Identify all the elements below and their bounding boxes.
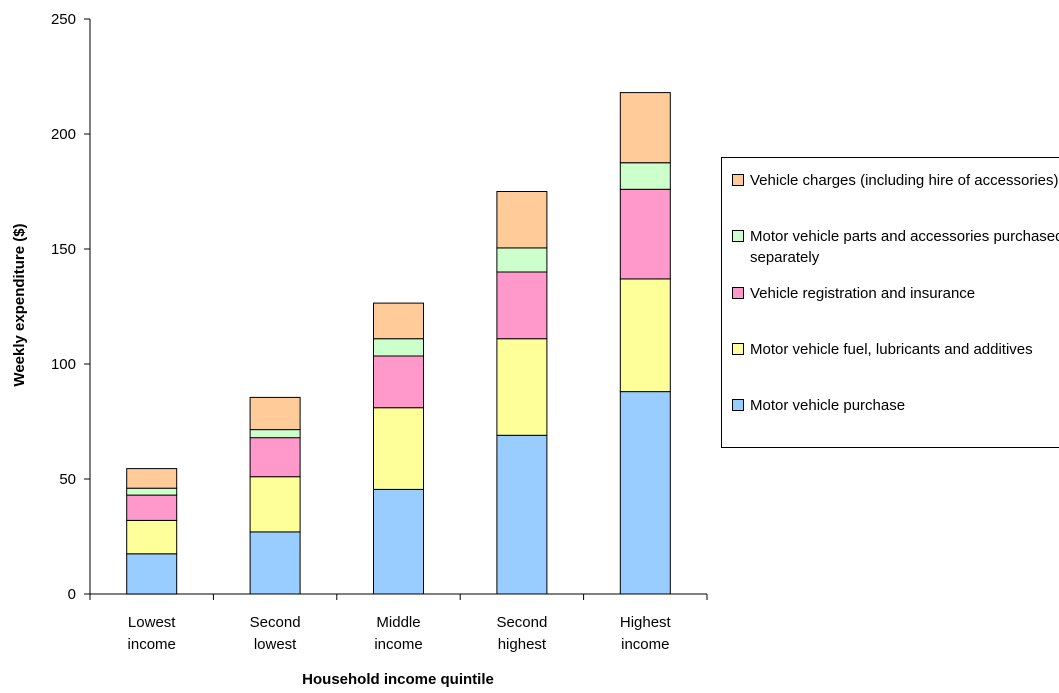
bar-segment-1-0: [249, 531, 301, 595]
bar-segment-2-1: [373, 407, 424, 490]
y-tick-label: 200: [51, 126, 76, 143]
bar-segment-4-1: [619, 278, 671, 393]
legend-swatch: [732, 230, 744, 242]
bar-segment-1-4: [249, 396, 301, 431]
bar-segment-3-3: [496, 247, 548, 273]
y-tick-label: 250: [51, 11, 76, 28]
y-tick-label: 150: [51, 241, 76, 258]
x-category-label: highest: [498, 636, 547, 653]
bar-segment-2-2: [373, 355, 424, 409]
bar-segment-4-0: [619, 391, 671, 595]
x-axis-title: Household income quintile: [302, 671, 494, 688]
bar-segment-1-3: [249, 429, 301, 439]
legend-item-parts-accessories: Motor vehicle parts and accessories purc…: [732, 226, 1059, 268]
bar-segment-0-4: [126, 468, 178, 489]
legend-label: Vehicle registration and insurance: [750, 285, 976, 302]
legend-item-fuel: Motor vehicle fuel, lubricants and addit…: [732, 339, 1059, 360]
legend-swatch: [732, 174, 744, 186]
bar-segment-3-4: [496, 191, 548, 249]
bar-segment-2-4: [373, 302, 424, 340]
x-category-label: Second: [250, 614, 301, 631]
legend-item-registration-insurance: Vehicle registration and insurance: [732, 283, 1059, 304]
legend-label: Vehicle charges (including hire of acces…: [750, 172, 1059, 189]
legend: Vehicle charges (including hire of acces…: [721, 157, 1059, 448]
bar-segment-4-3: [619, 162, 671, 190]
x-category-label: income: [621, 636, 669, 653]
x-category-label: lowest: [254, 636, 297, 653]
bar-segment-0-3: [126, 487, 178, 496]
bar-segment-4-4: [619, 92, 671, 164]
axes-group: 0 50 100 150 200 250 Lowest income Second lowest M…: [51, 11, 708, 653]
bar-segment-0-1: [126, 519, 178, 555]
bar-segment-2-3: [373, 338, 424, 357]
x-category-label: Highest: [620, 614, 672, 631]
bar-segment-3-0: [496, 434, 548, 595]
y-axis-title: Weekly expenditure ($): [11, 223, 28, 386]
x-category-label: income: [128, 636, 176, 653]
legend-label: Motor vehicle purchase: [750, 397, 906, 414]
bar-segment-3-2: [496, 271, 548, 340]
legend-label: Motor vehicle fuel, lubricants and addit…: [750, 341, 1033, 358]
bar-segment-3-1: [496, 338, 548, 436]
legend-label: Motor vehicle parts and accessories purc…: [750, 228, 1059, 266]
bars-group: [126, 92, 671, 595]
y-tick-label: 50: [59, 471, 76, 488]
bar-segment-0-2: [126, 494, 178, 521]
legend-swatch: [732, 399, 744, 411]
y-tick-label: 0: [68, 586, 76, 603]
legend-swatch: [732, 287, 744, 299]
bar-segment-4-2: [619, 188, 671, 280]
bar-segment-1-2: [249, 437, 301, 478]
bar-segment-2-0: [373, 488, 424, 595]
legend-item-vehicle-charges: Vehicle charges (including hire of acces…: [732, 170, 1059, 191]
bar-segment-0-0: [126, 553, 178, 595]
legend-swatch: [732, 343, 744, 355]
x-category-label: Middle: [376, 614, 420, 631]
bar-segment-1-1: [249, 476, 301, 533]
x-category-label: Second: [496, 614, 547, 631]
x-category-label: income: [374, 636, 422, 653]
y-tick-label: 100: [51, 356, 76, 373]
legend-item-vehicle-purchase: Motor vehicle purchase: [732, 395, 1059, 416]
x-category-label: Lowest: [128, 614, 176, 631]
